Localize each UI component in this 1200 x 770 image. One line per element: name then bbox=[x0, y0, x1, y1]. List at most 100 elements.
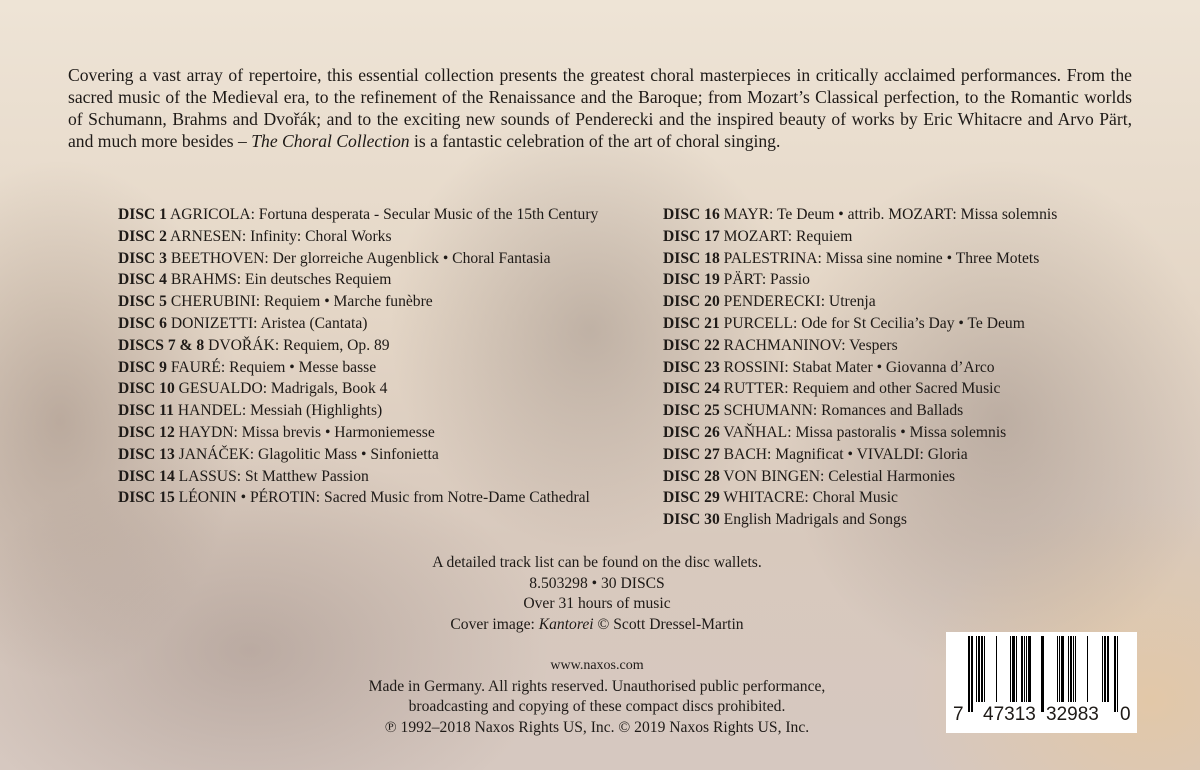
barcode-bar bbox=[1104, 636, 1106, 702]
disc-entry: DISC 18 PALESTRINA: Missa sine nomine • … bbox=[663, 248, 1057, 270]
duration: Over 31 hours of music bbox=[523, 595, 671, 612]
disc-entry: DISC 4 BRAHMS: Ein deutsches Requiem bbox=[118, 269, 598, 291]
barcode-bar bbox=[1107, 636, 1109, 702]
disc-title: FAURÉ: Requiem • Messe basse bbox=[170, 358, 377, 376]
disc-number: DISC 5 bbox=[118, 293, 167, 311]
disc-title: English Madrigals and Songs bbox=[723, 511, 907, 529]
disc-number: DISC 24 bbox=[663, 380, 720, 398]
disc-entry: DISC 2 ARNESEN: Infinity: Choral Works bbox=[118, 226, 598, 248]
disc-title: LÉONIN • PÉROTIN: Sacred Music from Notr… bbox=[178, 489, 590, 507]
disc-entry: DISC 13 JANÁČEK: Glagolitic Mass • Sinfo… bbox=[118, 444, 598, 466]
barcode-bar bbox=[968, 636, 970, 712]
disc-title: HAYDN: Missa brevis • Harmoniemesse bbox=[178, 423, 435, 441]
disc-title: WHITACRE: Choral Music bbox=[723, 489, 898, 507]
disc-title: GESUALDO: Madrigals, Book 4 bbox=[178, 380, 388, 398]
barcode-bar bbox=[1016, 636, 1017, 702]
barcode-bar bbox=[1073, 636, 1074, 702]
barcode-bar bbox=[1021, 636, 1023, 702]
disc-number: DISC 16 bbox=[663, 206, 720, 223]
disc-entry: DISC 19 PÄRT: Passio bbox=[663, 269, 1057, 291]
disc-number: DISC 18 bbox=[663, 249, 720, 267]
disc-title: VON BINGEN: Celestial Harmonies bbox=[723, 467, 956, 485]
disc-title: RUTTER: Requiem and other Sacred Music bbox=[723, 380, 1001, 398]
disc-number: DISC 28 bbox=[663, 467, 720, 485]
legal-info: www.naxos.com Made in Germany. All right… bbox=[300, 656, 894, 738]
cover-credit: Cover image: Kantorei © Scott Dressel-Ma… bbox=[300, 615, 894, 636]
disc-title: LASSUS: St Matthew Passion bbox=[178, 467, 369, 485]
disc-entry: DISC 21 PURCELL: Ode for St Cecilia’s Da… bbox=[663, 313, 1057, 335]
disc-number: DISC 19 bbox=[663, 271, 720, 289]
barcode-digit: 7 bbox=[953, 704, 964, 725]
disc-entry: DISC 20 PENDERECKI: Utrenja bbox=[663, 291, 1057, 313]
disc-title: HANDEL: Messiah (Highlights) bbox=[177, 402, 383, 420]
barcode-bar bbox=[1061, 636, 1064, 702]
website: www.naxos.com bbox=[550, 658, 644, 673]
barcode-bar bbox=[1102, 636, 1103, 702]
disc-number: DISC 26 bbox=[663, 423, 720, 441]
barcode-bar bbox=[1059, 636, 1060, 702]
disc-entry: DISC 9 FAURÉ: Requiem • Messe basse bbox=[118, 357, 598, 379]
barcode-digit: 0 bbox=[1120, 704, 1131, 725]
disc-entry: DISC 26 VAŇHAL: Missa pastoralis • Missa… bbox=[663, 422, 1057, 444]
barcode-bar bbox=[1012, 636, 1015, 702]
disc-entry: DISCS 7 & 8 DVOŘÁK: Requiem, Op. 89 bbox=[118, 335, 598, 357]
disc-title: MAYR: Te Deum • attrib. MOZART: Missa so… bbox=[723, 206, 1058, 223]
legal-line: broadcasting and copying of these compac… bbox=[408, 698, 786, 715]
barcode-bar bbox=[1041, 636, 1044, 712]
disc-entry: DISC 23 ROSSINI: Stabat Mater • Giovanna… bbox=[663, 357, 1057, 379]
copyright-line: ℗ 1992–2018 Naxos Rights US, Inc. © 2019… bbox=[384, 718, 810, 736]
disc-number: DISC 6 bbox=[118, 314, 167, 332]
disc-entry: DISC 16 MAYR: Te Deum • attrib. MOZART: … bbox=[663, 204, 1057, 226]
disc-entry: DISC 14 LASSUS: St Matthew Passion bbox=[118, 466, 598, 488]
disc-number: DISC 21 bbox=[663, 314, 720, 332]
disc-number: DISC 23 bbox=[663, 358, 720, 376]
cover-title: Kantorei bbox=[538, 615, 594, 633]
disc-title: DONIZETTI: Aristea (Cantata) bbox=[170, 314, 368, 332]
release-info: A detailed track list can be found on th… bbox=[300, 553, 894, 635]
disc-title: PENDERECKI: Utrenja bbox=[723, 293, 876, 311]
disc-title: CHERUBINI: Requiem • Marche funèbre bbox=[170, 293, 433, 311]
disc-number: DISC 27 bbox=[663, 445, 720, 463]
disc-title: ROSSINI: Stabat Mater • Giovanna d’Arco bbox=[723, 358, 995, 376]
disc-entry: DISC 25 SCHUMANN: Romances and Ballads bbox=[663, 400, 1057, 422]
disc-entry: DISC 17 MOZART: Requiem bbox=[663, 226, 1057, 248]
disc-number: DISC 25 bbox=[663, 402, 720, 420]
intro-paragraph: Covering a vast array of repertoire, thi… bbox=[68, 64, 1132, 152]
disc-entry: DISC 27 BACH: Magnificat • VIVALDI: Glor… bbox=[663, 444, 1057, 466]
disc-number: DISC 20 bbox=[663, 293, 720, 311]
barcode: 7 47313 32983 0 bbox=[946, 632, 1137, 733]
barcode-bar bbox=[981, 636, 983, 702]
disc-entry: DISC 24 RUTTER: Requiem and other Sacred… bbox=[663, 378, 1057, 400]
barcode-bar bbox=[1070, 636, 1072, 702]
barcode-bar bbox=[1057, 636, 1058, 702]
cover-photographer: © Scott Dressel-Martin bbox=[593, 615, 744, 633]
disc-title: AGRICOLA: Fortuna desperata - Secular Mu… bbox=[170, 206, 599, 223]
cover-label: Cover image: bbox=[450, 615, 539, 633]
disc-entry: DISC 1 AGRICOLA: Fortuna desperata - Sec… bbox=[118, 204, 598, 226]
barcode-bar bbox=[1028, 636, 1031, 702]
barcode-bar bbox=[1117, 636, 1118, 712]
disc-title: PURCELL: Ode for St Cecilia’s Day • Te D… bbox=[723, 314, 1025, 332]
disc-number: DISC 29 bbox=[663, 489, 720, 507]
disc-title: SCHUMANN: Romances and Ballads bbox=[723, 402, 964, 420]
disc-number: DISC 11 bbox=[118, 402, 174, 420]
disc-title: PÄRT: Passio bbox=[723, 271, 810, 289]
barcode-bar bbox=[1026, 636, 1027, 702]
disc-entry: DISC 5 CHERUBINI: Requiem • Marche funèb… bbox=[118, 291, 598, 313]
disc-entry: DISC 15 LÉONIN • PÉROTIN: Sacred Music f… bbox=[118, 487, 598, 509]
collection-title: The Choral Collection bbox=[251, 131, 410, 151]
barcode-bar bbox=[1075, 636, 1076, 702]
disc-number: DISC 17 bbox=[663, 227, 720, 245]
disc-number: DISC 10 bbox=[118, 380, 175, 398]
disc-number: DISC 13 bbox=[118, 445, 175, 463]
disc-entry: DISC 28 VON BINGEN: Celestial Harmonies bbox=[663, 466, 1057, 488]
disc-title: JANÁČEK: Glagolitic Mass • Sinfonietta bbox=[178, 445, 439, 463]
intro-text: Covering a vast array of repertoire, thi… bbox=[68, 65, 1132, 151]
disc-number: DISC 22 bbox=[663, 336, 720, 354]
barcode-bar bbox=[984, 636, 985, 702]
disc-entry: DISC 6 DONIZETTI: Aristea (Cantata) bbox=[118, 313, 598, 335]
intro-text-end: is a fantastic celebration of the art of… bbox=[409, 131, 781, 151]
disc-title: BACH: Magnificat • VIVALDI: Gloria bbox=[723, 445, 968, 463]
disc-title: ARNESEN: Infinity: Choral Works bbox=[170, 227, 392, 245]
disc-title: RACHMANINOV: Vespers bbox=[723, 336, 898, 354]
